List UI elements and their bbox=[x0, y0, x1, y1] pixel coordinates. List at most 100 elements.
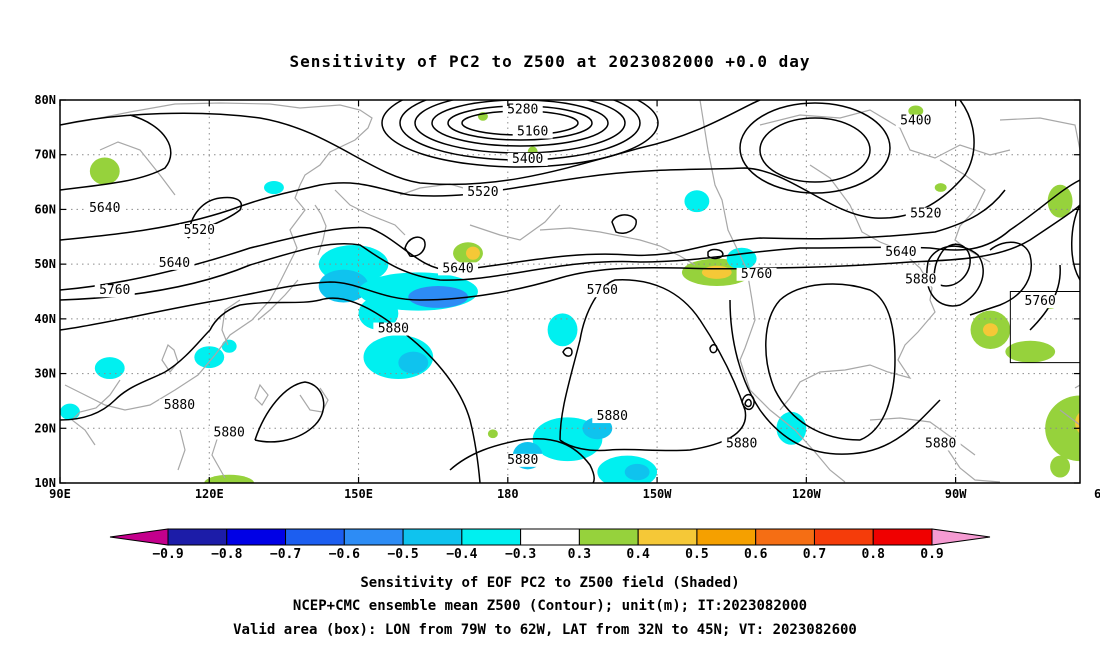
map-axis-ticks: 90E 120E 150E 180 150W 120W 90W 60W 10N 20N 30N 40N… bbox=[34, 93, 1100, 501]
shaded-patch bbox=[1005, 340, 1056, 363]
colorbar-tick-label: −0.9 bbox=[152, 547, 183, 562]
shaded-patch bbox=[701, 265, 732, 279]
contour-label-bg bbox=[502, 103, 543, 117]
contour-label-bg bbox=[1020, 295, 1061, 309]
colorbar-swatch bbox=[461, 528, 522, 546]
contour-label: 5160 bbox=[517, 125, 548, 140]
contour-label-bg bbox=[438, 262, 479, 276]
colorbar-swatch bbox=[520, 528, 580, 546]
contour-label-bg bbox=[900, 273, 941, 287]
contour-label: 5760 bbox=[1025, 294, 1056, 309]
contour-label: 5760 bbox=[99, 283, 130, 298]
colorbar-swatch bbox=[696, 528, 757, 546]
colorbar-swatch bbox=[578, 528, 639, 546]
map-frame bbox=[59, 99, 1081, 484]
valid-area-box bbox=[1009, 291, 1080, 364]
y-tick-label: 20N bbox=[34, 421, 56, 435]
contour-label: 5880 bbox=[378, 322, 409, 337]
shaded-patch bbox=[264, 180, 284, 195]
colorbar-swatch bbox=[755, 528, 815, 546]
contour-label: 5760 bbox=[741, 267, 772, 282]
colorbar-tick-label: −0.8 bbox=[211, 547, 242, 562]
contour-label-bg bbox=[512, 125, 553, 139]
contour-label: 5880 bbox=[597, 409, 628, 424]
shaded-patch bbox=[1050, 455, 1071, 478]
contour-label-bg bbox=[721, 437, 762, 451]
colorbar-tick-label: 0.9 bbox=[920, 547, 943, 562]
contour-label-bg bbox=[736, 267, 777, 281]
contour-label: 5880 bbox=[214, 425, 245, 440]
shaded-patch bbox=[1047, 184, 1073, 218]
colorbar-tick-label: 0.3 bbox=[568, 547, 591, 562]
shaded-patch bbox=[1045, 395, 1080, 462]
colorbar-max-arrow bbox=[931, 528, 991, 546]
colorbar-tick-label: 0.6 bbox=[744, 547, 768, 562]
colorbar-swatch bbox=[285, 528, 345, 546]
colorbar-tick-label: −0.4 bbox=[446, 547, 477, 562]
shaded-patch bbox=[94, 357, 125, 380]
colorbar-tick-label: 0.5 bbox=[685, 547, 708, 562]
caption-line-3: Valid area (box): LON from 79W to 62W, L… bbox=[233, 622, 857, 638]
contour-label: 5400 bbox=[512, 152, 543, 167]
contour-label: 5640 bbox=[159, 256, 190, 271]
shaded-patch bbox=[398, 351, 429, 374]
x-tick-label: 120E bbox=[195, 487, 224, 501]
shaded-patch bbox=[466, 246, 480, 260]
colorbar-tick-label: −0.7 bbox=[270, 547, 301, 562]
contour-label: 5520 bbox=[184, 223, 215, 238]
y-tick-label: 40N bbox=[34, 312, 56, 326]
shaded-patch bbox=[547, 313, 578, 347]
y-tick-label: 50N bbox=[34, 257, 56, 271]
contour-label: 5640 bbox=[89, 201, 120, 216]
contour-label-bg bbox=[159, 399, 200, 413]
contour-label: 5640 bbox=[885, 245, 916, 260]
y-tick-label: 30N bbox=[34, 367, 56, 381]
shaded-patch bbox=[60, 403, 80, 421]
shaded-patch bbox=[408, 286, 468, 308]
contour-label-bg bbox=[502, 453, 543, 467]
colorbar: −0.9 −0.8 −0.7 −0.6 −0.5 −0.4 −0.3 0.3 0.4 0.5 0.6… bbox=[109, 528, 991, 562]
contour-label: 5520 bbox=[467, 185, 498, 200]
colorbar-swatch bbox=[343, 528, 404, 546]
contour-label-bg bbox=[179, 224, 220, 238]
contour-label-bg bbox=[582, 284, 623, 298]
contour-label-bg bbox=[462, 185, 503, 199]
colorbar-min-arrow bbox=[109, 528, 169, 546]
contour-label: 5520 bbox=[910, 207, 941, 222]
y-tick-label: 10N bbox=[34, 476, 56, 490]
contour-label-bg bbox=[1079, 256, 1080, 270]
y-tick-label: 60N bbox=[34, 202, 56, 216]
shaded-patch bbox=[318, 269, 369, 303]
contour-label: 5880 bbox=[1084, 256, 1100, 271]
contour-label-bg bbox=[373, 322, 414, 336]
colorbar-swatch bbox=[813, 528, 874, 546]
contour-label-bg bbox=[905, 207, 946, 221]
figure-title: Sensitivity of PC2 to Z500 at 2023082000… bbox=[289, 52, 810, 71]
shaded-patch bbox=[934, 183, 947, 192]
colorbar-swatch bbox=[402, 528, 463, 546]
contour-label-bg bbox=[507, 152, 548, 166]
y-tick-label: 80N bbox=[34, 93, 56, 107]
colorbar-swatch bbox=[226, 528, 287, 546]
shaded-patch bbox=[1096, 420, 1100, 436]
contour-label-bg bbox=[880, 245, 921, 259]
shaded-patch bbox=[624, 463, 650, 481]
coastlines bbox=[60, 100, 1080, 483]
contour-label: 5640 bbox=[442, 261, 473, 276]
contour-label-bg bbox=[895, 114, 936, 128]
contour-label-bg bbox=[920, 437, 961, 451]
x-tick-label: 90W bbox=[945, 487, 967, 501]
contour-label: 5880 bbox=[726, 436, 757, 451]
contour-label: 5880 bbox=[507, 453, 538, 468]
contour-label-bg bbox=[84, 202, 125, 216]
x-tick-label: 180 bbox=[497, 487, 519, 501]
contour-label-bg bbox=[94, 284, 135, 298]
colorbar-tick-label: −0.3 bbox=[505, 547, 536, 562]
map-plot-area: 5280 5160 5400 5520 5640 5520 5640 5760 5640 5760… bbox=[60, 100, 1100, 483]
shaded-patch bbox=[204, 474, 255, 483]
contour-label: 5400 bbox=[900, 114, 931, 129]
map-gridlines bbox=[60, 100, 1080, 483]
caption-line-1: Sensitivity of EOF PC2 to Z500 field (Sh… bbox=[360, 575, 739, 591]
contour-label-bg bbox=[209, 426, 250, 440]
